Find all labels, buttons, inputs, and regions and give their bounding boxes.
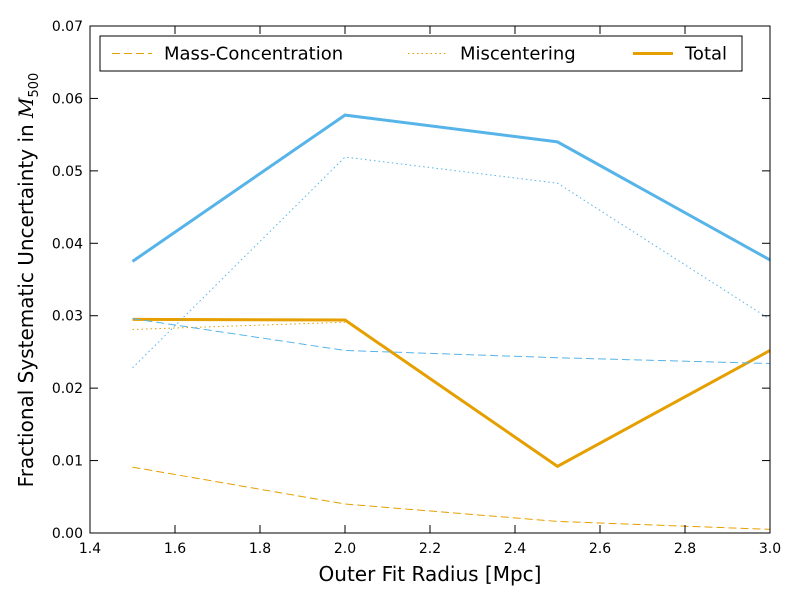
x-tick-label: 2.8 (674, 541, 696, 557)
y-tick-label: 0.07 (52, 19, 83, 35)
series-line-blue-dashed (132, 318, 771, 365)
x-tick-label: 2.6 (589, 541, 611, 557)
x-tick-label: 1.8 (249, 541, 271, 557)
y-axis-title: Fractional Systematic Uncertainty in M50… (14, 73, 42, 488)
series-line-orange-dotted (132, 321, 346, 330)
legend-label: Mass-Concentration (164, 44, 343, 65)
x-tick-label: 3.0 (759, 541, 781, 557)
legend-label: Total (684, 44, 727, 65)
y-tick-label: 0.04 (52, 236, 83, 252)
x-tick-label: 2.0 (334, 541, 356, 557)
legend-label: Miscentering (460, 44, 576, 65)
series-line-orange-solid (132, 317, 771, 469)
y-axis-title-symbol: M (14, 97, 38, 119)
series-line-blue-dotted (132, 156, 771, 369)
x-axis-title: Outer Fit Radius [Mpc] (319, 562, 542, 586)
y-tick-label: 0.06 (52, 91, 83, 107)
y-tick-label: 0.03 (52, 309, 83, 325)
y-tick-label: 0.05 (52, 164, 83, 180)
plot-frame (89, 25, 771, 534)
y-tick-label: 0.00 (52, 526, 83, 542)
y-tick-label: 0.01 (52, 454, 83, 470)
series-line-blue-solid (131, 113, 771, 263)
series-line-orange-dashed (132, 466, 771, 530)
x-tick-label: 2.2 (419, 541, 441, 557)
x-tick-label: 1.6 (164, 541, 186, 557)
x-tick-label: 1.4 (79, 541, 101, 557)
y-tick-label: 0.02 (52, 381, 83, 397)
x-tick-label: 2.4 (504, 541, 526, 557)
y-axis-title-text: Fractional Systematic Uncertainty in (14, 118, 38, 487)
y-axis-title-subscript: 500 (27, 73, 42, 98)
